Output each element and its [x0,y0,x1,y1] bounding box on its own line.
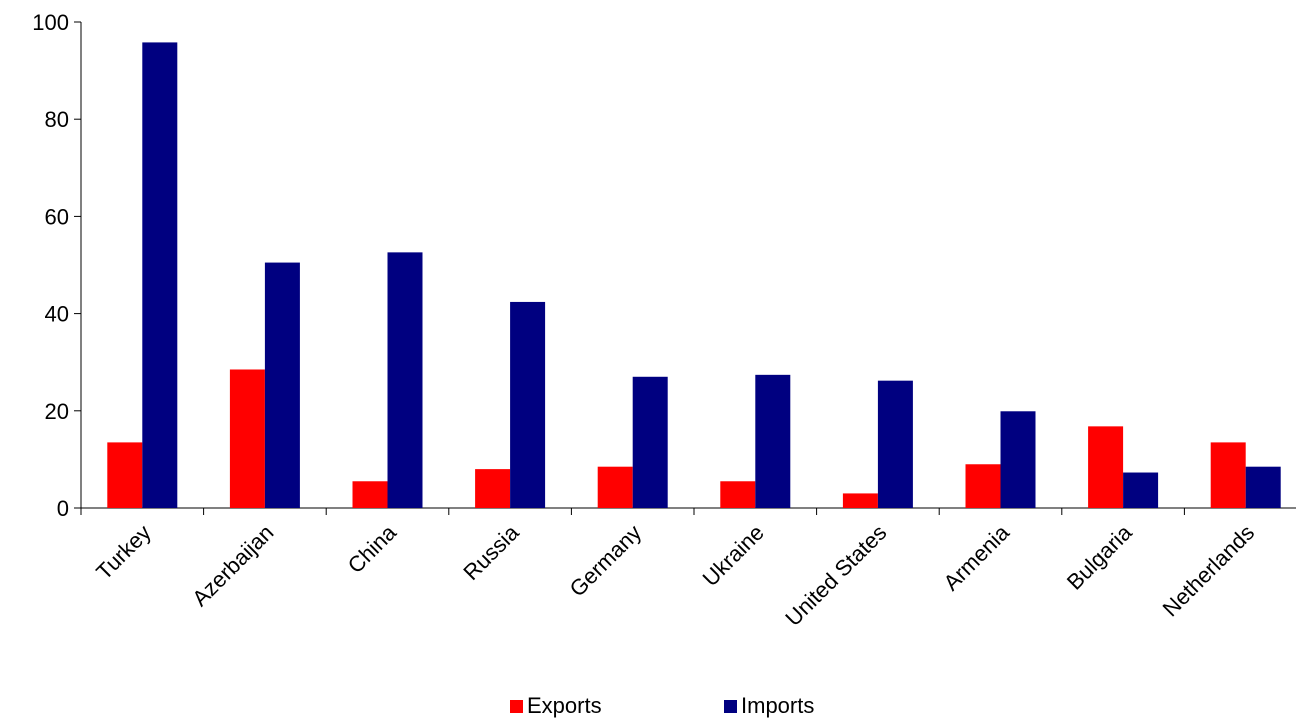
legend-swatch-imports [724,699,737,713]
x-category-label: Azerbaijan [187,520,278,611]
legend: Exports Imports [0,693,1296,719]
y-tick-label: 20 [45,399,69,424]
x-category-label: United States [780,520,891,631]
bar-exports-armenia [965,464,1001,508]
y-tick-label: 0 [57,496,69,521]
bar-exports-azerbaijan [229,369,265,508]
x-category-label: Ukraine [698,520,769,591]
y-tick-label: 80 [45,107,69,132]
bar-exports-ukraine [720,481,756,508]
legend-item-exports: Exports [510,693,602,719]
bar-imports-azerbaijan [264,262,300,508]
bar-imports-netherlands [1245,466,1281,508]
bar-imports-china [387,252,423,508]
x-category-label: Russia [458,519,524,585]
bar-exports-germany [597,466,633,508]
bar-chart: 0 20 40 60 80 100 Turkey Azerbaijan China Russia G… [32,10,1296,631]
legend-label-exports: Exports [527,693,602,718]
bar-imports-russia [510,301,546,508]
x-category-label: Armenia [938,519,1014,595]
x-category-label: Turkey [91,520,156,585]
y-tick-label: 100 [32,10,69,35]
legend-item-imports: Imports [724,693,814,719]
bar-imports-bulgaria [1123,472,1159,508]
bar-exports-netherlands [1210,442,1246,508]
x-category-label: Bulgaria [1062,519,1137,594]
y-tick-label: 60 [45,204,69,229]
bar-imports-germany [632,376,668,508]
x-category-label: Germany [565,520,647,602]
x-category-label: China [343,519,402,578]
bar-imports-united-states [877,380,913,508]
x-category-label: Netherlands [1158,520,1260,622]
bar-exports-bulgaria [1088,426,1124,508]
legend-swatch-exports [510,699,523,713]
bar-exports-turkey [107,442,143,508]
bars [107,42,1281,509]
bar-imports-turkey [142,42,178,509]
bar-exports-united-states [842,493,878,508]
bar-imports-ukraine [755,374,791,508]
y-tick-label: 40 [45,302,69,327]
bar-exports-russia [475,469,511,508]
legend-label-imports: Imports [741,693,815,718]
bar-exports-china [352,481,388,508]
bar-imports-armenia [1000,411,1036,508]
labels: 0 20 40 60 80 100 Turkey Azerbaijan China Russia G… [32,10,1259,631]
